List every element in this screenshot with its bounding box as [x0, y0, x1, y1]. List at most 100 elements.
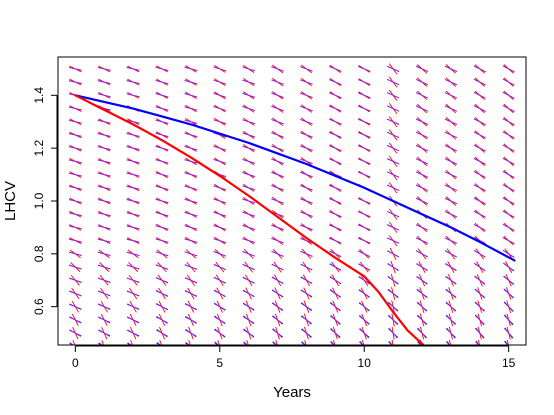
slope-segment: [243, 341, 248, 345]
slope-segment: [68, 199, 82, 203]
slope-segment: [330, 341, 335, 345]
slope-segment: [184, 119, 198, 124]
slope-segment: [329, 118, 342, 125]
slope-segment: [126, 238, 140, 243]
slope-segment: [272, 302, 283, 312]
slope-segment: [417, 327, 427, 339]
slope-segment: [213, 251, 226, 257]
slope-segment: [301, 328, 312, 338]
x-axis-title: Years: [273, 384, 311, 401]
slope-segment: [329, 263, 342, 271]
slope-segment: [358, 158, 371, 165]
slope-segment: [329, 79, 342, 85]
slope-segment: [184, 225, 198, 230]
slope-segment: [502, 91, 515, 99]
slope-segment: [69, 264, 82, 270]
slope-segment: [213, 276, 226, 284]
slope-segment: [504, 314, 513, 326]
slope-segment: [301, 341, 306, 345]
slope-segment: [358, 211, 371, 218]
y-tick-label: 0.8: [32, 245, 46, 262]
slope-segment: [504, 341, 509, 345]
slope-segment: [155, 251, 169, 257]
slope-segment: [69, 316, 82, 324]
slope-segment: [126, 119, 140, 124]
slope-segment: [415, 197, 429, 205]
slope-segment: [474, 288, 485, 299]
slope-segment: [300, 211, 313, 217]
slope-segment: [213, 263, 226, 271]
slope-segment: [214, 302, 226, 311]
slope-segment: [473, 131, 486, 139]
slope-segment: [184, 79, 198, 85]
slope-segment: [98, 342, 104, 345]
slope-segment: [502, 223, 515, 231]
slope-segment: [126, 251, 140, 257]
slope-segment: [271, 224, 284, 231]
slope-segment: [474, 262, 486, 272]
x-tick-label: 15: [502, 356, 516, 370]
slope-segment: [504, 327, 513, 339]
slope-segment: [444, 158, 457, 165]
slope-segment: [69, 329, 82, 337]
slope-segment: [97, 185, 111, 190]
slope-segment: [445, 263, 457, 272]
slope-segment: [214, 328, 226, 338]
slope-segment: [387, 65, 400, 72]
slope-segment: [502, 210, 515, 218]
slope-segment: [387, 263, 399, 272]
slope-segment: [387, 92, 400, 99]
slope-segment: [503, 262, 515, 272]
slope-segment: [358, 276, 370, 285]
slope-segment: [155, 79, 169, 85]
slope-segment: [330, 301, 341, 312]
slope-segment: [242, 198, 255, 204]
slope-segment: [98, 290, 111, 297]
slope-segment: [301, 315, 312, 325]
slope-segment: [97, 146, 111, 151]
slope-segment: [444, 171, 457, 178]
slope-segment: [475, 327, 485, 339]
slope-segment: [502, 157, 515, 165]
slope-segment: [387, 237, 400, 244]
slope-segment: [388, 314, 398, 326]
slope-segment: [68, 146, 82, 151]
slope-segment: [388, 340, 393, 345]
slope-segment: [444, 131, 457, 139]
slope-segment: [242, 158, 255, 164]
slope-segment: [444, 184, 457, 191]
slope-segment: [98, 316, 111, 324]
slope-segment: [301, 341, 306, 345]
slope-segment: [155, 159, 169, 164]
slope-segment: [502, 131, 515, 139]
slope-segment: [359, 301, 370, 312]
series-lines: [74, 94, 516, 345]
slope-segment: [415, 184, 429, 191]
slope-segment: [387, 105, 400, 112]
slope-segment: [126, 290, 140, 297]
slope-segment: [126, 172, 140, 177]
slope-segment: [358, 92, 371, 99]
slope-segment: [184, 290, 197, 297]
slope-segment: [126, 277, 140, 284]
slope-segment: [155, 66, 169, 72]
slope-segment: [69, 342, 74, 345]
slope-segment: [155, 106, 169, 111]
slope-segment: [300, 224, 313, 231]
slope-segment: [155, 146, 169, 151]
slope-segment: [184, 277, 197, 284]
slope-segment: [449, 339, 452, 345]
slope-segment: [415, 92, 429, 99]
slope-segment: [300, 158, 313, 165]
slope-segment: [415, 171, 429, 178]
slope-segment: [69, 303, 82, 311]
slope-segment: [127, 342, 132, 345]
slope-segment: [98, 277, 111, 284]
slope-segment: [415, 105, 429, 112]
slope-segment: [184, 264, 198, 270]
slope-segment: [217, 340, 220, 345]
slope-segment: [415, 145, 429, 152]
slope-segment: [329, 276, 341, 285]
slope-segment: [415, 65, 429, 72]
slope-segment: [329, 237, 342, 244]
